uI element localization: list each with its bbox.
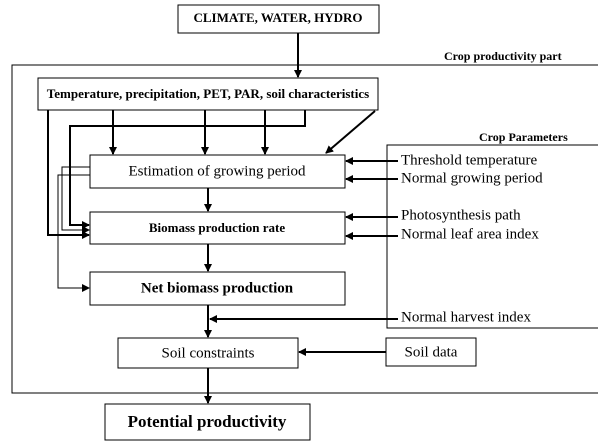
title: CLIMATE, WATER, HYDRO [193,10,362,25]
connectors [47,33,398,404]
node-box [37,77,379,111]
title-box [177,4,380,34]
node-label: Potential productivity [128,412,287,431]
node-label: Estimation of growing period [128,163,306,179]
node-box [89,154,346,189]
node-box [89,211,346,245]
parameters-label: Crop Parameters [479,130,568,144]
node-box [117,337,299,369]
node-box [385,337,477,367]
parameters-box [386,144,598,329]
parameter: Threshold temperature [401,152,538,168]
parameter: Normal growing period [401,170,543,186]
parameter: Normal leaf area index [401,226,539,242]
node-label: Soil data [405,344,458,360]
node-label: Net biomass production [141,280,294,296]
parameter: Normal harvest index [401,309,531,325]
node-box [104,403,311,441]
node-label: Temperature, precipitation, PET, PAR, so… [47,86,369,101]
node-label: Soil constraints [162,345,255,361]
parameter: Photosynthesis path [401,207,521,223]
section-label: Crop productivity part [444,49,562,63]
node-label: Biomass production rate [149,220,285,235]
node-box [89,271,346,306]
